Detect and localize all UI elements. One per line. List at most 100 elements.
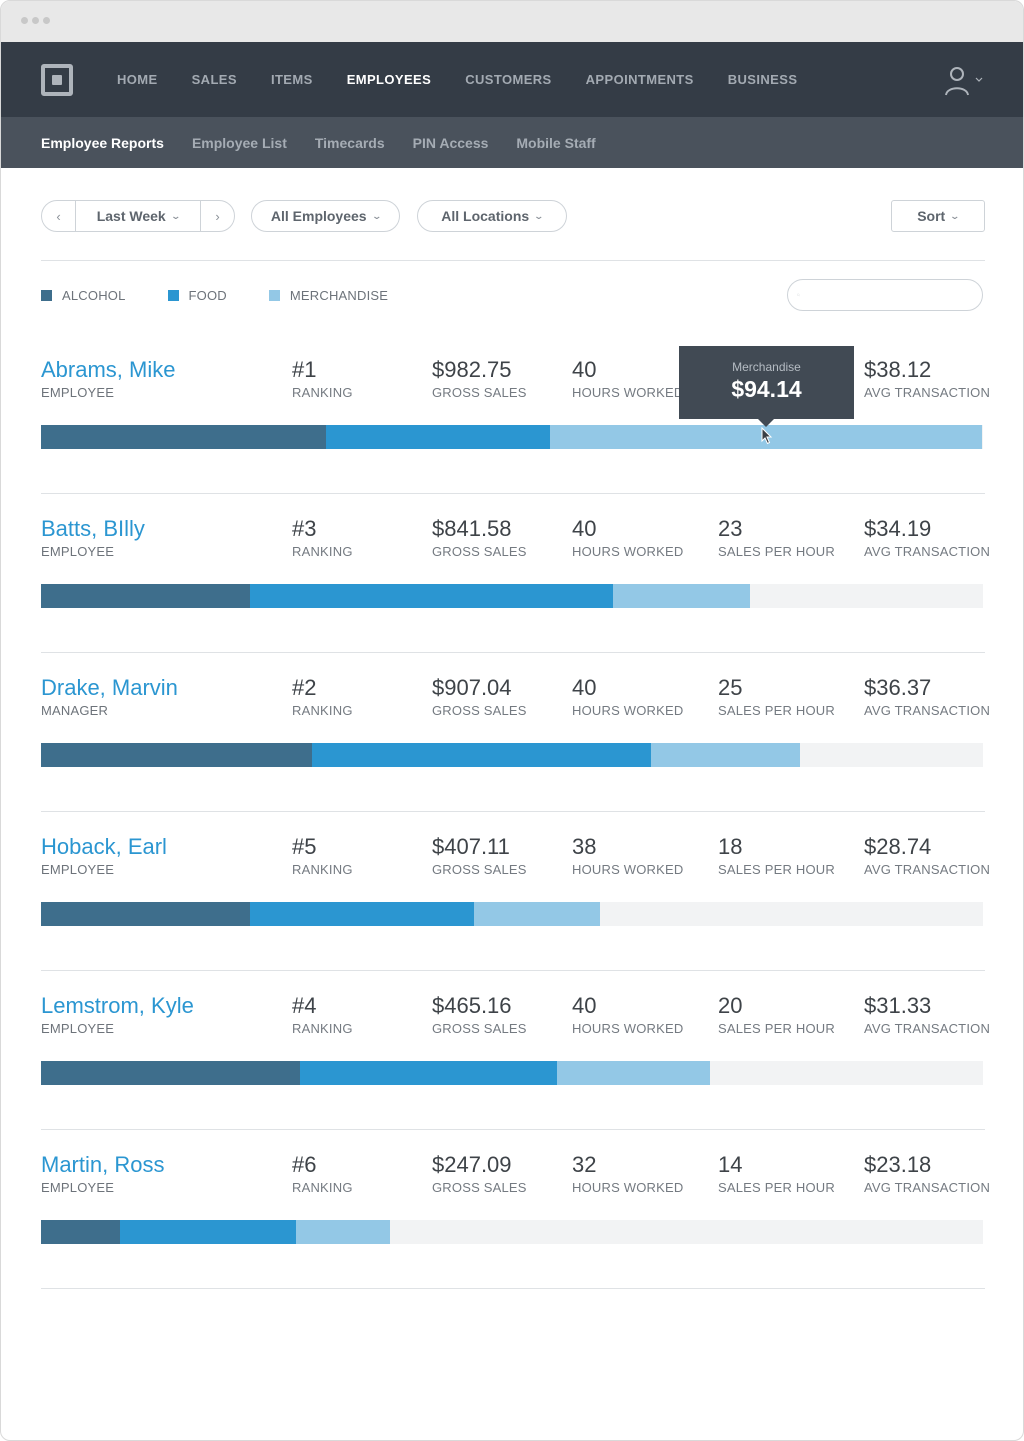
gross-sales-stat: $841.58 GROSS SALES [432, 516, 527, 559]
sales-breakdown-bar[interactable] [41, 902, 983, 926]
next-period-button[interactable]: › [200, 201, 234, 231]
subnav-employee-list[interactable]: Employee List [191, 134, 287, 151]
hours-worked-value: 40 [572, 357, 597, 382]
employee-row: Batts, BIlly EMPLOYEE #3 RANKING $841.58… [41, 494, 990, 653]
legend-label: ALCOHOL [62, 288, 126, 303]
sales-per-hour-value: 25 [718, 675, 743, 700]
previous-period-button[interactable]: ‹ [42, 201, 76, 231]
bar-segment-alcohol[interactable] [41, 743, 312, 767]
bar-segment-merchandise[interactable] [651, 743, 800, 767]
gross-sales-label: GROSS SALES [432, 1180, 527, 1195]
subnav-employee-reports[interactable]: Employee Reports [41, 134, 164, 151]
nav-business[interactable]: BUSINESS [727, 72, 798, 87]
bar-segment-alcohol[interactable] [41, 902, 250, 926]
legend: ALCOHOL FOOD MERCHANDISE [41, 288, 430, 303]
bar-segment-merchandise[interactable] [557, 1061, 710, 1085]
ranking-label: RANKING [292, 544, 353, 559]
employee-name-link[interactable]: Lemstrom, Kyle [41, 993, 194, 1018]
sales-per-hour-label: SALES PER HOUR [718, 862, 835, 877]
date-range-picker: ‹ Last Week ⌄ › [41, 200, 235, 232]
date-range-dropdown[interactable]: Last Week ⌄ [76, 201, 200, 231]
employee-name-link[interactable]: Drake, Marvin [41, 675, 178, 700]
row-divider [41, 493, 985, 494]
nav-items[interactable]: ITEMS [270, 72, 313, 87]
date-range-label: Last Week [96, 208, 166, 224]
bar-segment-food[interactable] [250, 902, 474, 926]
subnav-mobile-staff[interactable]: Mobile Staff [516, 134, 596, 151]
hours-worked-stat: 40 HOURS WORKED [572, 357, 683, 400]
ranking-stat: #4 RANKING [292, 993, 353, 1036]
employee-name-link[interactable]: Batts, BIlly [41, 516, 145, 541]
bar-segment-food[interactable] [326, 425, 550, 449]
ranking-stat: #3 RANKING [292, 516, 353, 559]
ranking-value: #3 [292, 516, 317, 541]
search-input[interactable] [806, 281, 982, 309]
maximize-dot[interactable] [43, 17, 50, 24]
employee-name-link[interactable]: Martin, Ross [41, 1152, 165, 1177]
bar-segment-food[interactable] [312, 743, 651, 767]
ranking-value: #5 [292, 834, 317, 859]
bar-segment-food[interactable] [300, 1061, 557, 1085]
nav-appointments[interactable]: APPOINTMENTS [585, 72, 694, 87]
user-icon [945, 67, 983, 96]
gross-sales-stat: $247.09 GROSS SALES [432, 1152, 527, 1195]
sales-breakdown-bar[interactable] [41, 425, 983, 449]
employee-name-link[interactable]: Abrams, Mike [41, 357, 176, 382]
mouse-cursor-icon [761, 427, 773, 445]
minimize-dot[interactable] [32, 17, 39, 24]
sort-dropdown[interactable]: Sort ⌄ [891, 200, 985, 232]
row-divider [41, 811, 985, 812]
filter-bar: ‹ Last Week ⌄ › All Employees ⌄ All Locati… [41, 200, 985, 232]
sub-nav: Employee Reports Employee List Timecards… [1, 117, 1023, 168]
search-box [787, 279, 983, 311]
close-dot[interactable] [21, 17, 28, 24]
title-bar [1, 1, 1023, 42]
hours-worked-label: HOURS WORKED [572, 703, 684, 718]
avg-transaction-stat: $23.18 AVG TRANSACTION [864, 1152, 990, 1195]
row-divider [41, 652, 985, 653]
bar-segment-food[interactable] [250, 584, 613, 608]
user-menu[interactable] [945, 66, 985, 96]
sales-per-hour-label: SALES PER HOUR [718, 1021, 835, 1036]
sales-breakdown-bar[interactable] [41, 1220, 983, 1244]
sales-breakdown-bar[interactable] [41, 584, 983, 608]
bar-segment-alcohol[interactable] [41, 584, 250, 608]
ranking-label: RANKING [292, 703, 353, 718]
nav-home[interactable]: HOME [117, 72, 158, 87]
chevron-left-icon: ‹ [56, 208, 61, 224]
subnav-pin-access[interactable]: PIN Access [412, 134, 489, 151]
avg-transaction-stat: $31.33 AVG TRANSACTION [864, 993, 990, 1036]
gross-sales-value: $982.75 [432, 357, 512, 382]
sales-per-hour-stat: 23 SALES PER HOUR [718, 516, 835, 559]
employee-name-link[interactable]: Hoback, Earl [41, 834, 167, 859]
hours-worked-stat: 40 HOURS WORKED [572, 993, 683, 1036]
employees-filter-label: All Employees [270, 208, 367, 224]
gross-sales-label: GROSS SALES [432, 862, 527, 877]
hours-worked-stat: 40 HOURS WORKED [572, 675, 683, 718]
avg-transaction-label: AVG TRANSACTION [864, 1021, 991, 1036]
subnav-timecards[interactable]: Timecards [314, 134, 385, 151]
bar-segment-merchandise[interactable] [613, 584, 750, 608]
nav-employees[interactable]: EMPLOYEES [346, 72, 432, 87]
ranking-value: #1 [292, 357, 317, 382]
sales-breakdown-bar[interactable] [41, 1061, 983, 1085]
gross-sales-value: $465.16 [432, 993, 512, 1018]
hours-worked-value: 40 [572, 516, 597, 541]
hours-worked-label: HOURS WORKED [572, 385, 684, 400]
sales-breakdown-bar[interactable] [41, 743, 983, 767]
sales-per-hour-label: SALES PER HOUR [718, 703, 835, 718]
employee-role: MANAGER [41, 703, 109, 718]
employees-filter-dropdown[interactable]: All Employees ⌄ [251, 200, 400, 232]
nav-sales[interactable]: SALES [191, 72, 237, 87]
bar-segment-alcohol[interactable] [41, 425, 326, 449]
square-logo-icon[interactable] [41, 64, 73, 96]
bar-segment-alcohol[interactable] [41, 1061, 300, 1085]
nav-customers[interactable]: CUSTOMERS [465, 72, 552, 87]
locations-filter-dropdown[interactable]: All Locations ⌄ [417, 200, 567, 232]
bar-segment-merchandise[interactable] [474, 902, 600, 926]
sales-per-hour-value: 18 [718, 834, 743, 859]
bar-segment-merchandise[interactable] [296, 1220, 390, 1244]
bar-segment-alcohol[interactable] [41, 1220, 120, 1244]
avg-transaction-label: AVG TRANSACTION [864, 544, 991, 559]
bar-segment-food[interactable] [120, 1220, 296, 1244]
